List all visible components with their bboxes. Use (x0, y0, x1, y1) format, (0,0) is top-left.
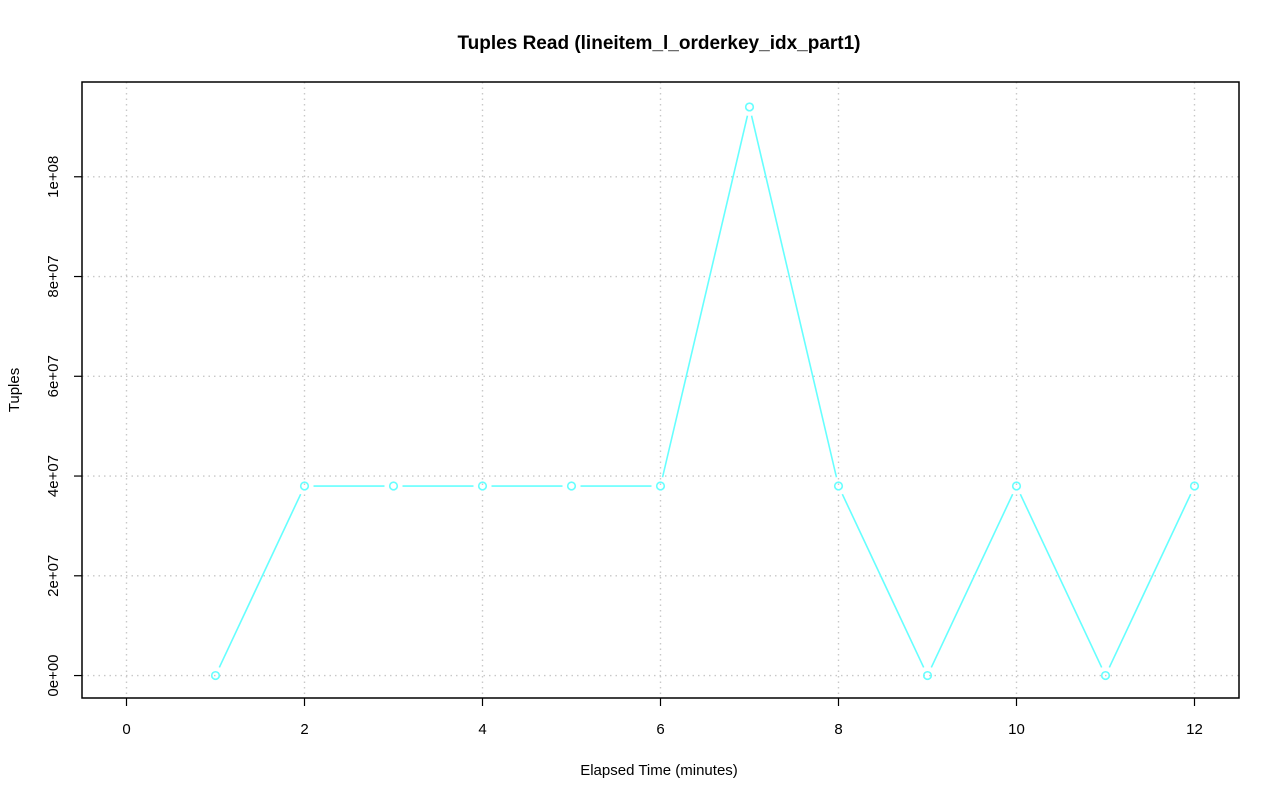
y-axis: 0e+00 2e+07 4e+07 6e+07 8e+07 1e+08 (45, 156, 82, 697)
series-line-segment (841, 493, 925, 668)
data-point (566, 481, 577, 491)
x-tick-label: 0 (122, 721, 130, 738)
data-point (1011, 481, 1022, 491)
y-tick-label: 2e+07 (45, 555, 62, 597)
x-tick-label: 4 (478, 721, 486, 738)
data-point (1189, 481, 1200, 491)
series-layer (210, 102, 1200, 681)
series-line-segment (930, 493, 1014, 668)
y-tick-label: 4e+07 (45, 455, 62, 497)
x-tick-label: 12 (1186, 721, 1203, 738)
series-line-segment (218, 493, 302, 668)
y-tick-label: 6e+07 (45, 355, 62, 397)
y-axis-label: Tuples (6, 368, 23, 412)
data-point (388, 481, 399, 491)
y-tick-label: 8e+07 (45, 255, 62, 297)
y-tick-label: 1e+08 (45, 156, 62, 198)
y-tick-label: 0e+00 (45, 654, 62, 696)
series-line-segment (661, 115, 749, 478)
series-line-segment (750, 115, 838, 478)
data-point (655, 481, 666, 491)
data-point (299, 481, 310, 491)
x-axis: 0 2 4 6 8 10 12 (122, 698, 1203, 738)
series-line-segment (1019, 493, 1103, 668)
chart-title: Tuples Read (lineitem_l_orderkey_idx_par… (457, 33, 860, 54)
data-point (833, 481, 844, 491)
data-point (477, 481, 488, 491)
data-point (744, 102, 755, 112)
data-point (1100, 670, 1111, 681)
x-tick-label: 8 (834, 721, 842, 738)
x-tick-label: 2 (300, 721, 308, 738)
data-point (210, 670, 221, 681)
x-axis-label: Elapsed Time (minutes) (580, 762, 738, 779)
x-tick-label: 6 (656, 721, 664, 738)
data-point (922, 670, 933, 681)
x-tick-label: 10 (1008, 721, 1025, 738)
grid-lines (82, 82, 1239, 698)
series-line-segment (1108, 493, 1192, 668)
